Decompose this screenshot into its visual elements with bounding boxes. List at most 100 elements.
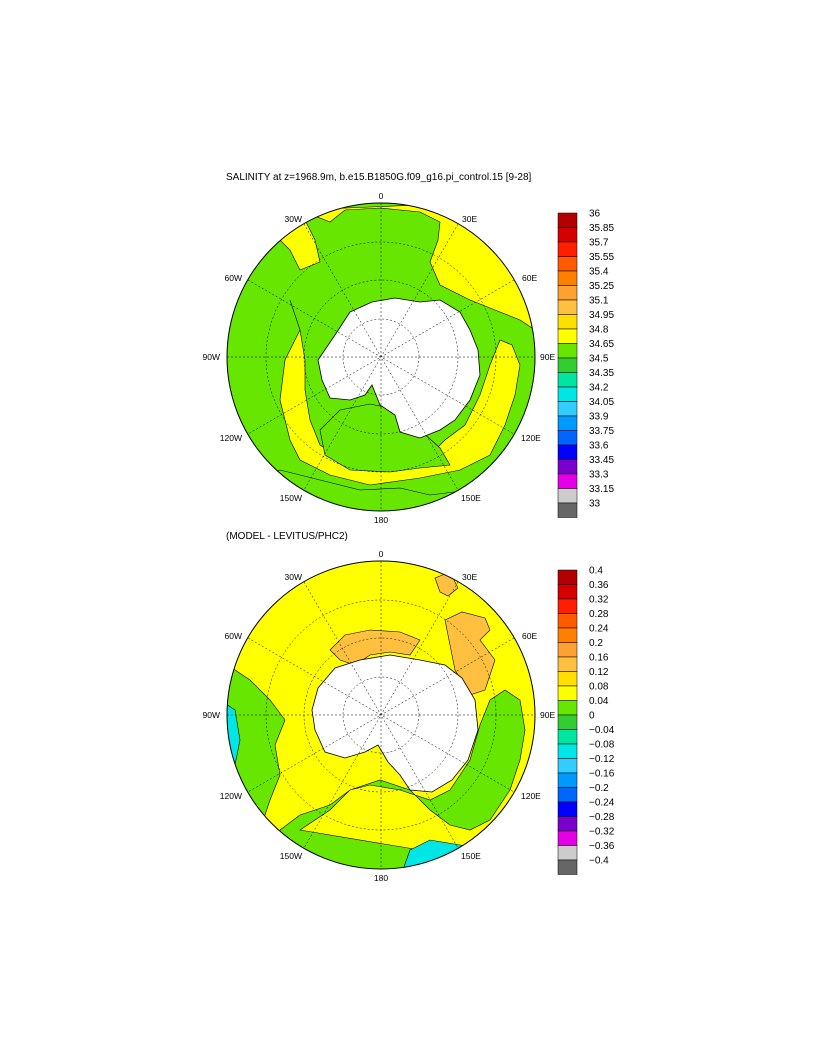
colorbar-swatch bbox=[557, 227, 578, 243]
lon-label: 120W bbox=[220, 791, 242, 801]
colorbar-tick-label: −0.12 bbox=[589, 754, 615, 765]
colorbar-swatch bbox=[557, 473, 578, 489]
colorbar-tick-label: 34.5 bbox=[589, 354, 609, 365]
colorbar-swatch bbox=[557, 386, 578, 402]
colorbar-tick-label: 0.2 bbox=[589, 638, 603, 649]
lon-label: 0 bbox=[379, 191, 384, 201]
colorbar-tick-label: 0.4 bbox=[589, 566, 603, 577]
colorbar-swatch bbox=[557, 758, 578, 774]
lon-label: 150E bbox=[461, 851, 481, 861]
colorbar-swatch bbox=[557, 671, 578, 687]
colorbar-tick-label: 33.45 bbox=[589, 455, 614, 466]
lon-label: 60E bbox=[522, 631, 537, 641]
colorbar-swatch bbox=[557, 801, 578, 817]
colorbar-swatch bbox=[557, 459, 578, 475]
colorbar-tick-label: 33.15 bbox=[589, 484, 614, 495]
colorbar-tick-label: 35.1 bbox=[589, 296, 609, 307]
colorbar-tick-label: −0.4 bbox=[589, 856, 609, 867]
lon-label: 120E bbox=[521, 791, 541, 801]
colorbar-swatch bbox=[557, 859, 578, 875]
colorbar-tick-label: 34.95 bbox=[589, 310, 614, 321]
colorbar-tick-label: 0.16 bbox=[589, 653, 609, 664]
lon-label: 180 bbox=[374, 873, 388, 883]
antarctica bbox=[311, 654, 479, 793]
colorbar-tick-label: 0.08 bbox=[589, 682, 609, 693]
lon-label: 60W bbox=[225, 273, 242, 283]
colorbar-swatch bbox=[557, 700, 578, 716]
colorbar-swatch bbox=[557, 401, 578, 417]
colorbar-tick-label: 35.55 bbox=[589, 252, 614, 263]
colorbar-swatch bbox=[557, 241, 578, 257]
colorbar-swatch bbox=[557, 772, 578, 788]
colorbar-swatch bbox=[557, 656, 578, 672]
lon-label: 150W bbox=[280, 493, 302, 503]
salinity-region-ring bbox=[279, 299, 521, 486]
colorbar-swatch bbox=[557, 212, 578, 228]
colorbar-swatch bbox=[557, 270, 578, 286]
colorbar-tick-label: −0.16 bbox=[589, 769, 615, 780]
colorbar-tick-label: 35.85 bbox=[589, 223, 614, 234]
colorbar-swatch bbox=[557, 357, 578, 373]
lon-label: 90W bbox=[203, 352, 220, 362]
colorbar-tick-label: 34.8 bbox=[589, 325, 609, 336]
colorbar-tick-label: 34.65 bbox=[589, 339, 614, 350]
colorbar-tick-label: 0.32 bbox=[589, 595, 609, 606]
colorbar-tick-label: −0.28 bbox=[589, 812, 615, 823]
colorbar-swatch bbox=[557, 488, 578, 504]
lon-label: 90W bbox=[203, 710, 220, 720]
colorbar-swatch bbox=[557, 328, 578, 344]
colorbar-tick-label: −0.04 bbox=[589, 725, 615, 736]
colorbar-swatch bbox=[557, 816, 578, 832]
lon-label: 60E bbox=[522, 273, 537, 283]
lon-label: 30W bbox=[285, 214, 302, 224]
colorbar-tick-label: −0.32 bbox=[589, 827, 615, 838]
colorbar-tick-label: 0.04 bbox=[589, 696, 609, 707]
colorbar-swatch bbox=[557, 314, 578, 330]
lon-label: 120W bbox=[220, 433, 242, 443]
colorbar-tick-label: 34.35 bbox=[589, 368, 614, 379]
lon-label: 30W bbox=[285, 572, 302, 582]
colorbar-tick-label: 35.25 bbox=[589, 281, 614, 292]
colorbar-tick-label: 34.2 bbox=[589, 383, 609, 394]
lon-label: 0 bbox=[379, 549, 384, 559]
colorbar-tick-label: 33.75 bbox=[589, 426, 614, 437]
colorbar-swatch bbox=[557, 743, 578, 759]
lon-label: 180 bbox=[374, 515, 388, 525]
colorbar-tick-label: 0.12 bbox=[589, 667, 609, 678]
colorbar-difference: 0.4 0.36 0.32 0.28 0.24 0.2 0.16 0.12 0.08 0.04 0 −… bbox=[557, 566, 615, 875]
colorbar-swatch bbox=[557, 642, 578, 658]
colorbar-swatch bbox=[557, 714, 578, 730]
colorbar-swatch bbox=[557, 502, 578, 518]
colorbar-swatch bbox=[557, 845, 578, 861]
colorbar-tick-label: 35.4 bbox=[589, 267, 609, 278]
colorbar-tick-label: −0.2 bbox=[589, 783, 609, 794]
salinity-region-mid bbox=[319, 403, 451, 473]
colorbar-swatch bbox=[557, 256, 578, 272]
colorbar-tick-label: 0.36 bbox=[589, 580, 609, 591]
colorbar-swatch bbox=[557, 685, 578, 701]
lon-label: 90E bbox=[540, 352, 555, 362]
colorbar-swatch bbox=[557, 415, 578, 431]
colorbar-swatch bbox=[557, 444, 578, 460]
colorbar-tick-label: 35.7 bbox=[589, 238, 609, 249]
lon-label: 150E bbox=[461, 493, 481, 503]
panel1-title: SALINITY at z=1968.9m, b.e15.B1850G.f09_… bbox=[226, 172, 532, 183]
colorbar-tick-label: 0 bbox=[589, 711, 595, 722]
lon-label: 30E bbox=[462, 572, 477, 582]
colorbar-tick-label: 33 bbox=[589, 499, 601, 510]
colorbar-tick-label: 0.24 bbox=[589, 624, 609, 635]
colorbar-swatch bbox=[557, 787, 578, 803]
colorbar-swatch bbox=[557, 584, 578, 600]
colorbar-tick-label: 33.3 bbox=[589, 470, 609, 481]
colorbar-tick-label: 33.9 bbox=[589, 412, 609, 423]
lon-label: 120E bbox=[521, 433, 541, 443]
colorbar-tick-label: −0.24 bbox=[589, 798, 615, 809]
colorbar-swatch bbox=[557, 430, 578, 446]
colorbar-tick-label: 34.05 bbox=[589, 397, 614, 408]
colorbar-swatch bbox=[557, 569, 578, 585]
lon-label: 30E bbox=[462, 214, 477, 224]
colorbar-swatch bbox=[557, 372, 578, 388]
colorbar-tick-label: 33.6 bbox=[589, 441, 609, 452]
lon-label: 150W bbox=[280, 851, 302, 861]
